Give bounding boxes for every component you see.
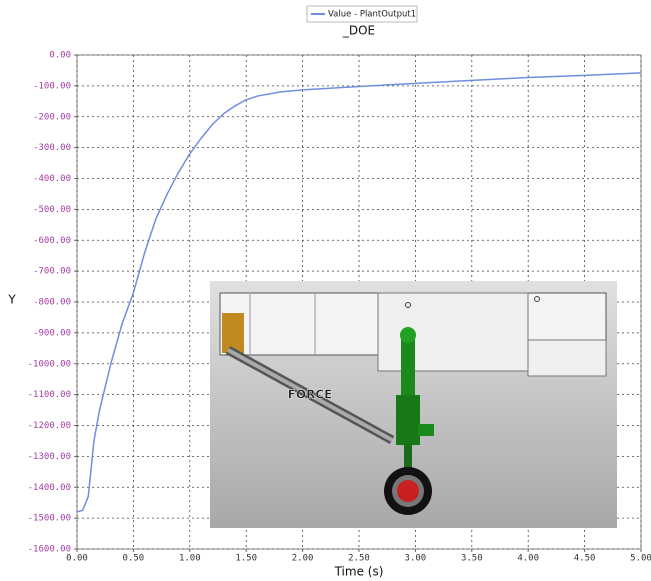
y-tick-label: -1200.00: [28, 421, 71, 431]
x-tick-label: 3.50: [461, 554, 483, 564]
y-tick-label: -1600.00: [28, 545, 71, 555]
y-tick-label: -300.00: [33, 143, 71, 153]
y-tick-label: -700.00: [33, 267, 71, 277]
inset-image: FORCE: [210, 281, 617, 528]
y-tick-label: -800.00: [33, 298, 71, 308]
inset-label: FORCE: [288, 388, 333, 402]
x-tick-label: 3.00: [405, 554, 427, 564]
legend-label: Value - PlantOutput1: [328, 10, 416, 20]
y-tick-label: -500.00: [33, 205, 71, 215]
x-tick-label: 2.00: [292, 554, 314, 564]
x-tick-label: 0.00: [66, 554, 88, 564]
y-tick-label: -600.00: [33, 236, 71, 246]
chart: FORCE Value - PlantOutput1 _DOE Time (s)…: [0, 0, 651, 581]
y-tick-label: -1400.00: [28, 483, 71, 493]
y-tick-label: -1500.00: [28, 514, 71, 524]
y-tick-label: -100.00: [33, 81, 71, 91]
y-tick-label: -400.00: [33, 174, 71, 184]
x-tick-label: 1.50: [235, 554, 257, 564]
x-tick-label: 4.00: [517, 554, 539, 564]
x-axis-label: Time (s): [334, 565, 384, 579]
y-tick-label: -200.00: [33, 112, 71, 122]
y-tick-label: -1100.00: [28, 390, 71, 400]
y-axis-label: Y: [7, 293, 16, 307]
x-tick-label: 1.00: [179, 554, 201, 564]
y-tick-label: -1300.00: [28, 452, 71, 462]
x-tick-label: 4.50: [574, 554, 596, 564]
x-tick-label: 5.00: [630, 554, 651, 564]
x-tick-label: 0.50: [123, 554, 145, 564]
y-tick-label: 0.00: [49, 51, 71, 61]
y-tick-label: -900.00: [33, 328, 71, 338]
y-tick-label: -1000.00: [28, 359, 71, 369]
chart-title: _DOE: [342, 24, 375, 38]
x-tick-label: 2.50: [348, 554, 370, 564]
